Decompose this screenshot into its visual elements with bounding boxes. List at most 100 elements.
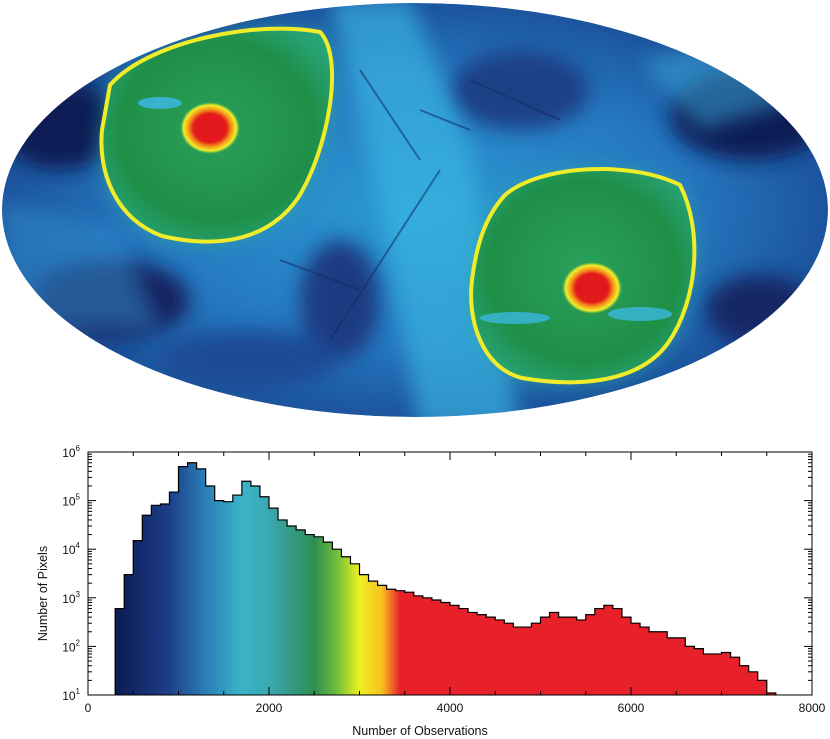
histogram-bar <box>314 536 324 695</box>
x-tick-label: 0 <box>85 701 92 715</box>
histogram-bar <box>404 592 415 695</box>
histogram-bar <box>667 637 677 695</box>
histogram-bar <box>223 501 234 695</box>
histogram-bar <box>585 614 596 695</box>
coverage-contour-1 <box>99 26 335 244</box>
y-tick-label: 103 <box>62 590 80 606</box>
histogram-bar <box>232 495 243 695</box>
histogram-bar <box>332 549 342 695</box>
histogram-bar <box>739 665 750 695</box>
histogram-bar <box>703 653 713 695</box>
histogram-bar <box>658 631 668 695</box>
histogram-bar <box>124 574 134 695</box>
sky-map-high-coverage-region-2 <box>469 166 697 385</box>
histogram-bar <box>196 468 207 695</box>
histogram-bar <box>377 585 388 695</box>
histogram-bar <box>440 602 451 695</box>
histogram-bar <box>495 619 505 695</box>
histogram-bar <box>567 617 578 695</box>
histogram-bar <box>766 692 777 695</box>
peak-coverage-1 <box>180 102 240 154</box>
y-tick-label: 101 <box>62 687 80 703</box>
histogram-bar <box>477 614 487 695</box>
histogram-bar <box>504 623 514 695</box>
y-axis: 101 102 103 104 105 106 <box>62 444 812 703</box>
histogram-bar <box>269 508 279 695</box>
histogram-bar <box>278 519 288 695</box>
histogram-bars <box>115 462 777 695</box>
histogram-bar <box>395 590 406 695</box>
sky-map <box>2 3 828 417</box>
y-tick-label: 105 <box>62 493 80 509</box>
y-tick-label: 106 <box>62 444 80 460</box>
histogram-bar <box>540 617 550 695</box>
histogram-bar <box>450 605 460 695</box>
histogram-bar <box>296 529 306 695</box>
histogram-bar <box>205 485 216 695</box>
histogram-bar <box>341 556 351 695</box>
histogram-outline <box>114 462 777 695</box>
histogram: 0 2000 4000 6000 8000 101 102 103 104 105 106 Num… <box>36 444 826 738</box>
histogram-bar <box>486 617 496 695</box>
histogram-bar <box>549 612 559 695</box>
peak-coverage-2 <box>562 262 622 314</box>
histogram-bar <box>631 623 641 695</box>
histogram-bar <box>531 623 541 695</box>
histogram-bar <box>250 485 261 695</box>
histogram-bar <box>214 500 225 695</box>
histogram-bar <box>576 619 587 695</box>
x-tick-label: 2000 <box>256 701 283 715</box>
coverage-contour-2 <box>469 166 697 385</box>
histogram-bar <box>160 504 170 695</box>
histogram-bar <box>730 657 740 695</box>
histogram-bar <box>721 652 731 695</box>
x-tick-label: 4000 <box>437 701 464 715</box>
histogram-bar <box>603 605 614 695</box>
x-tick-label: 6000 <box>618 701 645 715</box>
histogram-bar <box>558 617 569 695</box>
histogram-bar <box>522 627 532 695</box>
histogram-bar <box>359 574 369 695</box>
y-tick-label: 102 <box>62 638 80 654</box>
sky-map-high-coverage-region-1 <box>99 26 335 246</box>
histogram-bar <box>241 481 252 695</box>
histogram-bar <box>459 608 469 695</box>
histogram-bar <box>513 627 523 695</box>
histogram-bar <box>151 505 161 695</box>
x-axis-label: Number of Observations <box>352 724 487 738</box>
histogram-bar <box>468 612 478 695</box>
histogram-bar <box>178 466 188 695</box>
histogram-bar <box>323 542 333 695</box>
histogram-bar <box>422 597 433 695</box>
histogram-bar <box>594 608 605 695</box>
histogram-bar <box>287 526 297 695</box>
y-axis-label: Number of Pixels <box>36 546 50 641</box>
histogram-bar <box>748 671 759 695</box>
x-tick-label: 8000 <box>799 701 826 715</box>
histogram-bar <box>640 627 650 695</box>
histogram-bar <box>368 581 378 695</box>
histogram-bar <box>142 515 152 695</box>
histogram-bar <box>305 534 315 695</box>
y-tick-label: 104 <box>62 541 80 557</box>
sky-map-streaks <box>279 69 561 341</box>
histogram-bar <box>169 492 179 695</box>
histogram-bar <box>431 600 442 695</box>
histogram-bar <box>187 462 197 695</box>
histogram-bar <box>259 496 270 695</box>
histogram-bar <box>386 589 397 695</box>
histogram-bar <box>115 608 125 695</box>
histogram-bar <box>621 617 632 695</box>
histogram-bar <box>350 563 360 695</box>
histogram-bar <box>685 646 695 695</box>
histogram-bar <box>694 648 704 695</box>
histogram-bar <box>133 540 143 695</box>
histogram-bar <box>649 631 659 695</box>
x-axis: 0 2000 4000 6000 8000 <box>85 452 826 715</box>
histogram-bar <box>712 653 722 695</box>
histogram-bar <box>757 680 768 695</box>
histogram-bar <box>413 595 424 695</box>
histogram-bar <box>676 637 686 695</box>
histogram-bar <box>612 608 623 695</box>
